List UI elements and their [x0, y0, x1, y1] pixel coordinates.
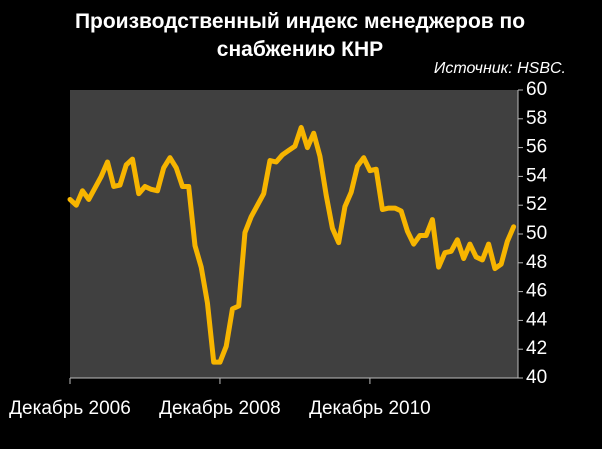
- y-tick-label: 44: [526, 309, 548, 330]
- y-tick-label: 46: [526, 281, 547, 302]
- y-tick-label: 58: [526, 108, 547, 129]
- y-tick-label: 40: [526, 367, 547, 388]
- plot-area: [70, 90, 518, 378]
- data-line: [67, 124, 517, 365]
- x-tick-label: Декабрь 2010: [309, 398, 431, 419]
- chart-title: Производственный индекс менеджеров по сн…: [74, 10, 526, 61]
- y-tick-label: 48: [526, 252, 547, 273]
- x-tick-label: Декабрь 2008: [159, 398, 281, 419]
- y-tick-label: 60: [526, 79, 547, 100]
- y-tick-label: 50: [526, 223, 547, 244]
- y-tick-label: 54: [526, 165, 548, 186]
- y-tick-label: 52: [526, 194, 547, 215]
- x-tick-label: Декабрь 2006: [9, 398, 131, 419]
- y-tick-label: 56: [526, 137, 547, 158]
- source-note: Источник: HSBC.: [433, 60, 566, 77]
- y-tick-label: 42: [526, 338, 547, 359]
